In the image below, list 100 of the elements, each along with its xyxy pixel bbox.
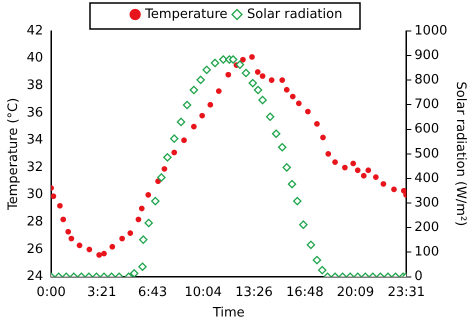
point	[182, 100, 192, 110]
y2-tick-label: 200	[414, 220, 440, 236]
point	[365, 167, 372, 174]
point	[288, 180, 296, 188]
point	[242, 68, 250, 78]
point	[138, 262, 147, 271]
x-tick-label: 20:09	[336, 284, 374, 300]
x-tick-label: 10:04	[184, 284, 222, 300]
y2-tick-label: 0	[414, 269, 423, 284]
point	[157, 173, 166, 182]
point	[68, 236, 74, 242]
point	[144, 218, 153, 228]
point	[248, 78, 258, 88]
point	[76, 242, 82, 248]
point	[240, 56, 246, 63]
point	[119, 236, 125, 242]
point	[320, 134, 326, 140]
point	[272, 129, 280, 138]
y-tick-label: 28	[26, 214, 44, 230]
y2-tick-label: 300	[414, 195, 440, 210]
point	[282, 163, 291, 172]
point	[210, 58, 220, 68]
point	[145, 192, 152, 198]
point	[400, 188, 406, 194]
point	[155, 178, 161, 184]
point	[284, 86, 290, 93]
point	[373, 174, 379, 180]
point	[360, 172, 367, 179]
point	[342, 164, 348, 170]
point	[151, 196, 160, 206]
point	[190, 86, 198, 94]
point	[207, 102, 214, 108]
point	[130, 269, 138, 277]
point	[171, 150, 178, 156]
point	[136, 216, 142, 222]
y2-tick-label: 100	[414, 244, 440, 260]
point	[202, 66, 211, 74]
x-tick-label: 6:43	[138, 284, 168, 300]
y2-tick-label: 400	[414, 170, 440, 186]
point	[350, 160, 356, 166]
x-tick-label: 13:26	[235, 284, 273, 300]
point	[170, 134, 178, 143]
point	[306, 240, 316, 250]
point	[86, 246, 92, 252]
point	[162, 166, 168, 172]
y-tick-label: 34	[26, 132, 44, 148]
point	[254, 69, 261, 75]
point	[191, 124, 197, 130]
point	[305, 108, 311, 114]
y2-tick-label: 600	[414, 122, 440, 137]
point	[260, 73, 266, 79]
x-tick-label: 3:21	[87, 284, 116, 300]
point	[380, 181, 386, 187]
legend-label: Solar radiation	[247, 6, 342, 22]
point	[199, 112, 206, 119]
y2-tick-label: 900	[414, 48, 440, 63]
point	[225, 72, 232, 78]
y-tick-label: 24	[26, 269, 44, 284]
point	[196, 76, 205, 84]
point	[236, 60, 244, 69]
y-tick-label: 30	[26, 187, 44, 202]
point	[266, 112, 274, 122]
point	[65, 228, 72, 235]
point	[127, 230, 134, 236]
y-tick-label: 32	[26, 160, 44, 175]
y2-tick-label: 1000	[414, 23, 448, 38]
y-tick-label: 26	[26, 242, 44, 257]
x-tick-label: 23:31	[388, 284, 426, 300]
x-axis-title: Time	[212, 306, 245, 321]
point	[318, 266, 326, 274]
point	[101, 250, 107, 256]
point	[109, 244, 116, 250]
point	[290, 94, 296, 100]
legend-label: Temperature	[144, 6, 228, 22]
y-axis-title: Temperature (°C)	[6, 98, 22, 211]
point	[138, 206, 145, 212]
point	[391, 186, 397, 192]
point	[332, 159, 338, 165]
x-tick-label: 0:00	[36, 284, 66, 300]
point	[96, 252, 102, 258]
point	[60, 216, 66, 222]
point	[354, 167, 361, 174]
point	[279, 77, 286, 84]
y-tick-label: 38	[26, 78, 44, 93]
point	[293, 196, 302, 206]
point	[299, 220, 308, 229]
point	[278, 143, 286, 152]
point	[228, 55, 238, 64]
y-tick-label: 40	[26, 50, 44, 66]
y2-tick-label: 500	[414, 146, 440, 162]
y2-tick-label: 800	[414, 72, 440, 88]
point	[325, 151, 332, 157]
point	[51, 193, 56, 200]
y2-axis-title: Solar radiation (W/m²)	[452, 82, 468, 226]
point	[176, 118, 186, 126]
y2-tick-label: 700	[414, 97, 440, 112]
point	[181, 137, 187, 144]
y-tick-label: 42	[26, 23, 44, 38]
point	[139, 235, 148, 244]
point	[296, 100, 302, 106]
